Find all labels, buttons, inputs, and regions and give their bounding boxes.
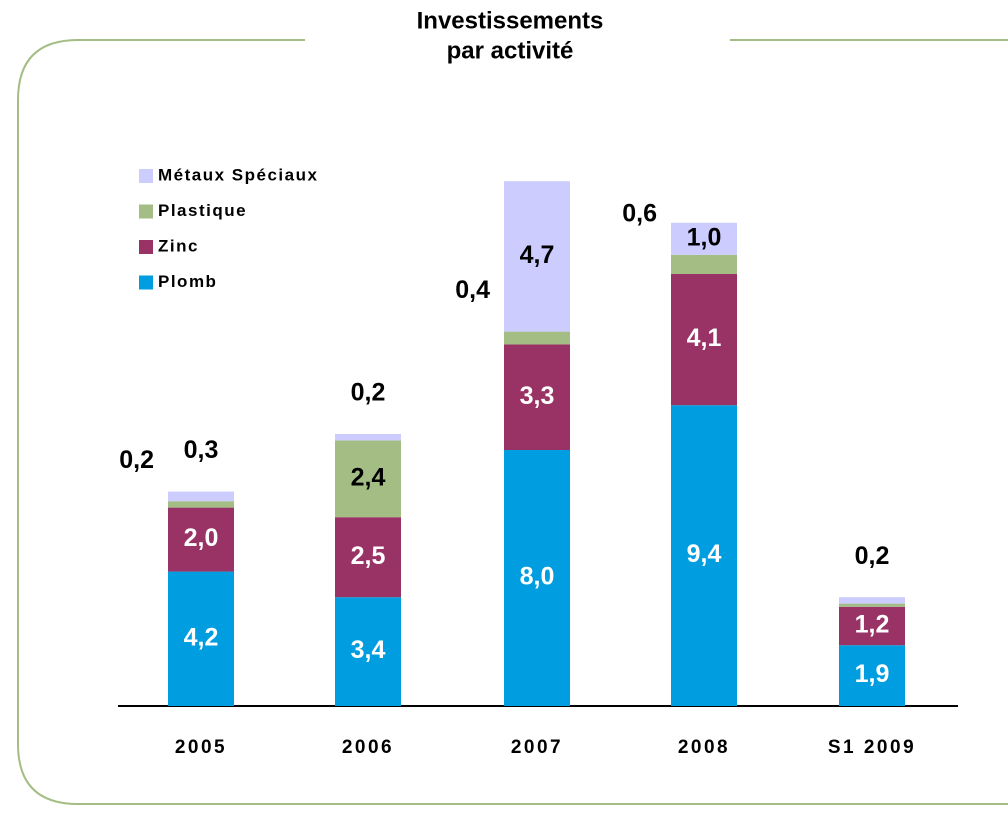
value-label: 0,2 <box>119 446 154 474</box>
value-label: 9,4 <box>687 540 722 568</box>
legend-label: Zinc <box>158 236 199 255</box>
legend-label: Plomb <box>158 272 217 291</box>
value-label: 2,5 <box>351 542 386 570</box>
x-tick-label: 2007 <box>511 737 563 758</box>
bar-segment <box>504 344 570 450</box>
value-label: 4,1 <box>687 324 722 352</box>
value-label: 4,7 <box>520 241 555 269</box>
x-tick-label: 2006 <box>342 737 394 758</box>
value-label: 1,2 <box>855 611 890 639</box>
x-tick-label: 2005 <box>175 737 227 758</box>
value-label: 0,4 <box>455 276 490 304</box>
value-label: 3,4 <box>351 636 386 664</box>
value-label: 3,3 <box>520 382 555 410</box>
bar-segment <box>671 405 737 706</box>
bar-segment <box>168 491 234 502</box>
bar-segment <box>504 331 570 345</box>
bar-segment <box>335 517 401 598</box>
value-label: 1,9 <box>855 660 890 688</box>
bar-segment <box>168 507 234 572</box>
bar-segment <box>504 450 570 706</box>
bar-segment <box>671 274 737 406</box>
value-label: 0,3 <box>184 436 219 464</box>
legend-label: Plastique <box>158 201 247 220</box>
bar-segment <box>839 597 905 604</box>
bar-segment <box>671 222 737 255</box>
legend-label: Métaux Spéciaux <box>158 165 318 184</box>
bar-segment <box>168 501 234 508</box>
value-label: 0,2 <box>351 379 386 407</box>
value-label: 4,2 <box>184 623 219 651</box>
bar-segment <box>839 603 905 607</box>
bar-segment <box>168 571 234 706</box>
chart-title: Investissements <box>417 7 604 34</box>
legend-swatch <box>139 204 153 219</box>
value-label: 1,0 <box>687 223 722 251</box>
frame <box>17 39 1008 805</box>
x-tick-label: 2008 <box>678 737 730 758</box>
bar-segment <box>839 645 905 706</box>
bar-segment <box>671 254 737 274</box>
legend-swatch <box>139 275 153 290</box>
x-tick-label: S1 2009 <box>828 737 916 758</box>
bar-segment <box>335 440 401 518</box>
value-label: 8,0 <box>520 563 555 591</box>
value-label: 0,2 <box>855 542 890 570</box>
bar-segment <box>335 597 401 706</box>
value-label: 2,0 <box>184 524 219 552</box>
value-label: 2,4 <box>351 463 386 491</box>
legend-swatch <box>139 169 153 183</box>
value-label: 0,6 <box>622 199 657 227</box>
bar-segment <box>504 181 570 332</box>
legend-swatch <box>139 240 153 254</box>
chart-title: par activité <box>447 37 574 64</box>
bar-segment <box>335 434 401 441</box>
bar-segment <box>839 606 905 646</box>
